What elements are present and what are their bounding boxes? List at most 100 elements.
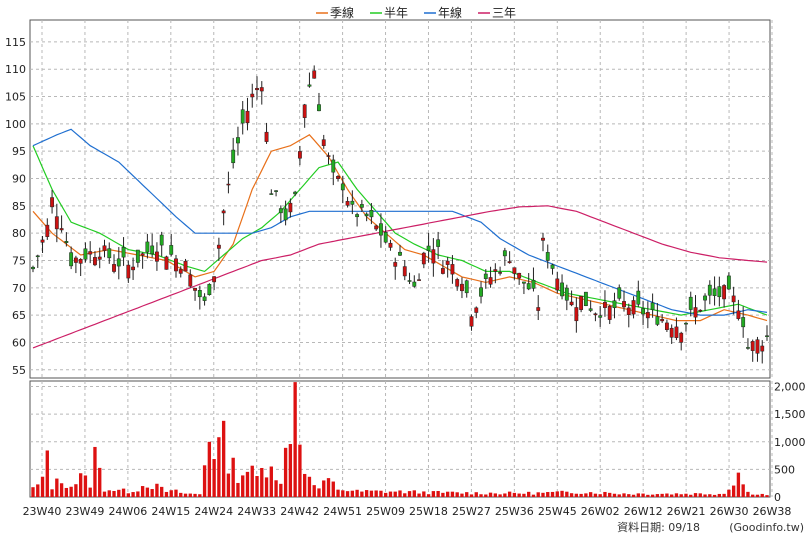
- volume-bar: [598, 494, 602, 497]
- candle: [622, 290, 626, 312]
- candle: [355, 212, 360, 227]
- candle: [326, 152, 331, 165]
- candle: [583, 291, 588, 307]
- candle: [88, 241, 93, 264]
- volume-bar: [312, 485, 316, 497]
- volume-bar: [145, 487, 150, 497]
- candle-body: [493, 269, 498, 272]
- volume-bar: [436, 491, 440, 497]
- candle: [650, 293, 655, 318]
- candle-body: [726, 275, 731, 290]
- candle-body: [359, 204, 364, 208]
- candle-body: [131, 266, 136, 271]
- candle-body: [722, 285, 727, 300]
- candle-body: [226, 183, 231, 186]
- candle: [317, 92, 321, 112]
- volume-bar: [245, 471, 250, 497]
- candle-body: [145, 241, 150, 253]
- candle: [297, 145, 302, 166]
- candle: [59, 215, 64, 233]
- candle-body: [421, 252, 426, 265]
- candle: [531, 267, 536, 292]
- candle: [359, 199, 364, 212]
- candle-body: [293, 191, 298, 195]
- candle-body: [355, 214, 360, 218]
- candle: [641, 300, 645, 326]
- volume-bar: [679, 494, 683, 497]
- volume-bar: [565, 491, 569, 497]
- candle-body: [760, 345, 765, 352]
- volume-bar: [608, 492, 612, 497]
- candle: [445, 256, 450, 278]
- candle-body: [302, 104, 307, 118]
- candle-body: [340, 183, 345, 191]
- candle: [188, 269, 193, 288]
- volume-bar: [260, 467, 264, 497]
- candle-body: [664, 322, 669, 330]
- volume-bar: [83, 475, 88, 497]
- volume-bar: [441, 492, 445, 497]
- candle: [193, 287, 197, 301]
- candle: [607, 304, 612, 325]
- volume-bar: [36, 484, 40, 497]
- candle-body: [35, 255, 40, 258]
- candle: [102, 239, 107, 258]
- candle-body: [488, 277, 493, 285]
- candle: [684, 322, 688, 332]
- candle: [660, 314, 665, 323]
- x-tick-label: 24W51: [323, 505, 362, 518]
- candle: [159, 231, 164, 257]
- price-tick-label: 55: [12, 364, 26, 377]
- volume-bar: [588, 492, 593, 497]
- candle: [31, 265, 35, 273]
- candle: [731, 286, 736, 315]
- x-tick-label: 26W38: [753, 505, 792, 518]
- volume-bar: [269, 466, 273, 497]
- candle-body: [469, 316, 474, 327]
- candle-body: [312, 70, 317, 79]
- price-tick-label: 90: [12, 173, 26, 186]
- candle: [374, 224, 379, 231]
- candle: [617, 284, 622, 301]
- candle: [755, 336, 760, 362]
- candle-body: [107, 248, 112, 259]
- candle-body: [698, 309, 703, 312]
- candle-body: [588, 308, 593, 311]
- volume-bar: [140, 486, 145, 497]
- candle-body: [50, 197, 54, 208]
- candle-body: [717, 286, 722, 298]
- candle-body: [369, 209, 374, 218]
- candle-body: [641, 308, 645, 315]
- candle-body: [388, 242, 393, 248]
- candle: [455, 277, 460, 291]
- volume-bar: [493, 493, 497, 497]
- volume-bar: [507, 491, 512, 497]
- volume-bar: [288, 444, 293, 497]
- candle: [288, 198, 293, 218]
- volume-bar: [221, 420, 226, 497]
- candle-body: [431, 249, 436, 264]
- volume-bar: [755, 494, 760, 497]
- ma-line: [32, 134, 768, 322]
- volume-bar: [660, 493, 664, 497]
- volume-bar: [136, 491, 140, 497]
- candle: [312, 65, 317, 79]
- x-tick-label: 25W09: [366, 505, 405, 518]
- candle: [78, 258, 83, 277]
- volume-bar: [126, 493, 130, 497]
- volume-bar: [274, 480, 278, 497]
- candle-body: [526, 283, 531, 290]
- volume-bar: [751, 494, 755, 497]
- candle-body: [197, 290, 202, 298]
- price-tick-label: 100: [5, 118, 26, 131]
- candle-body: [679, 332, 684, 343]
- candle-body: [684, 322, 688, 325]
- legend-entry: 年線: [424, 5, 462, 20]
- candle-body: [150, 245, 155, 255]
- candle: [526, 273, 531, 291]
- candle-body: [212, 276, 217, 283]
- candle-body: [398, 251, 402, 256]
- candle: [169, 233, 174, 257]
- candle: [598, 306, 603, 327]
- volume-bar: [322, 480, 326, 497]
